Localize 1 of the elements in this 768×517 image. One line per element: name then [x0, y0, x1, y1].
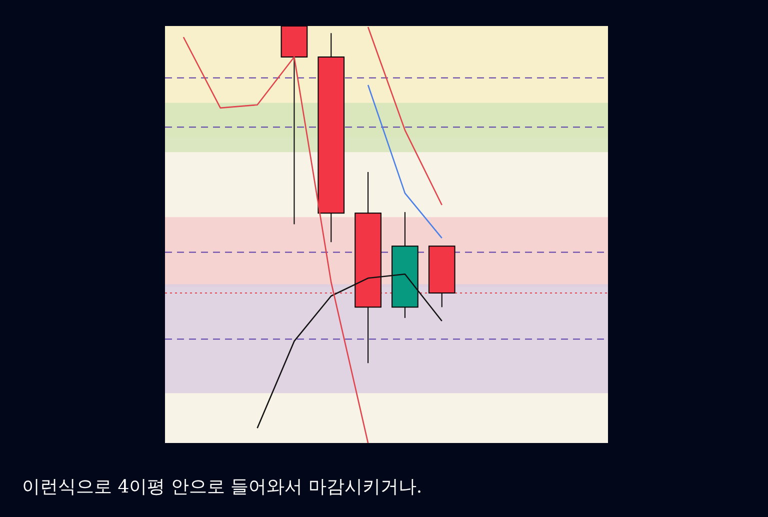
text: 이런식으로 4이평 안으로 들어와서 마감시키거나. — [22, 476, 422, 498]
